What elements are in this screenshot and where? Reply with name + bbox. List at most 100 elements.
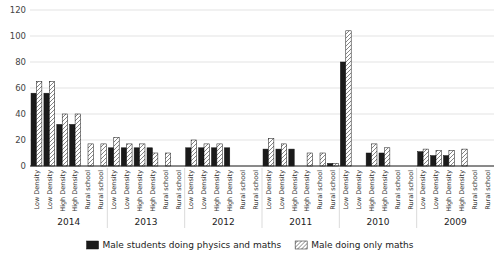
bar xyxy=(44,93,49,166)
x-tick-label: High Density xyxy=(149,170,157,212)
x-tick-label: Rural school xyxy=(316,170,324,210)
bar xyxy=(289,149,294,166)
grid-line xyxy=(30,62,494,63)
group-separator xyxy=(107,168,108,228)
bar xyxy=(152,153,157,166)
legend-swatch xyxy=(295,241,307,249)
bar xyxy=(31,93,36,166)
bar xyxy=(191,140,196,166)
annotation: 2010 xyxy=(367,217,390,227)
bar xyxy=(366,153,371,166)
x-axis-line xyxy=(30,166,494,167)
bar xyxy=(211,148,216,166)
legend-label: Male doing only maths xyxy=(311,240,414,250)
y-tick-label: 100 xyxy=(10,31,26,41)
grid-line xyxy=(30,166,494,167)
annotation: 2011 xyxy=(289,217,312,227)
bar xyxy=(134,148,139,166)
legend-label: Male students doing physics and maths xyxy=(103,240,282,250)
x-tick-label: High Density xyxy=(291,170,299,212)
legend: Male students doing physics and maths Mal… xyxy=(87,240,414,250)
x-tick-label: High Density xyxy=(213,170,221,212)
bar xyxy=(431,156,436,166)
bar xyxy=(340,62,345,166)
bar xyxy=(127,144,132,166)
x-tick-label: Low Density xyxy=(419,170,427,210)
x-tick-label: Rural school xyxy=(484,170,492,210)
bar xyxy=(436,150,441,166)
bar xyxy=(101,144,106,166)
x-tick-label: Low Density xyxy=(200,170,208,210)
group-separator xyxy=(262,168,263,228)
chart: 0 20 40 60 80 100 120 Low Density Low Density Hig… xyxy=(0,0,500,254)
y-tick-label: 0 xyxy=(21,161,26,171)
x-tick-label: Rural school xyxy=(239,170,247,210)
grid xyxy=(30,10,494,166)
bar xyxy=(49,82,54,167)
bar xyxy=(114,137,119,166)
grid-line xyxy=(30,88,494,89)
x-tick-label: Rural school xyxy=(97,170,105,210)
annotation: 2009 xyxy=(444,217,467,227)
bar xyxy=(320,153,325,166)
x-tick-label: Low Density xyxy=(355,170,363,210)
grid-line xyxy=(30,36,494,37)
x-tick-label: High Density xyxy=(381,170,389,212)
bar xyxy=(372,144,377,166)
x-tick-label: Rural school xyxy=(394,170,402,210)
grid-line xyxy=(30,140,494,141)
x-tick-label: Rural school xyxy=(252,170,260,210)
bar xyxy=(121,148,126,166)
group-separator xyxy=(339,168,340,228)
bar xyxy=(268,139,273,166)
x-tick-label: Low Density xyxy=(432,170,440,210)
bar xyxy=(217,144,222,166)
x-tick-label: Rural school xyxy=(84,170,92,210)
bar xyxy=(379,153,384,166)
bar xyxy=(140,144,145,166)
x-tick-label: Low Density xyxy=(123,170,131,210)
bar xyxy=(384,148,389,166)
y-tick-label: 80 xyxy=(15,57,26,67)
group-separator xyxy=(416,168,417,228)
annotation: 2014 xyxy=(57,217,80,227)
x-tick-label: High Density xyxy=(71,170,79,212)
y-tick-label: 60 xyxy=(15,83,26,93)
bar xyxy=(423,149,428,166)
grid-line xyxy=(30,114,494,115)
bar xyxy=(346,31,351,166)
bar xyxy=(418,152,423,166)
bar xyxy=(263,149,268,166)
y-tick-label: 40 xyxy=(15,109,26,119)
bar xyxy=(88,144,93,166)
bar xyxy=(147,148,152,166)
bar xyxy=(108,148,113,166)
x-tick-label: High Density xyxy=(368,170,376,212)
bar xyxy=(281,144,286,166)
group-separator xyxy=(184,168,185,228)
bar xyxy=(443,156,448,166)
x-tick-label: High Density xyxy=(226,170,234,212)
bar xyxy=(165,153,170,166)
x-tick-label: Low Density xyxy=(187,170,195,210)
annotation: 2012 xyxy=(212,217,235,227)
bar xyxy=(62,114,67,166)
y-tick-label: 20 xyxy=(15,135,26,145)
bar xyxy=(204,144,209,166)
x-tick-label: High Density xyxy=(445,170,453,212)
annotation: 2013 xyxy=(135,217,158,227)
bar xyxy=(70,124,75,166)
legend-swatch xyxy=(87,241,99,249)
y-tick-label: 120 xyxy=(10,5,26,15)
x-tick-label: Low Density xyxy=(46,170,54,210)
x-tick-label: Rural school xyxy=(175,170,183,210)
bar xyxy=(224,148,229,166)
x-tick-label: Rural school xyxy=(162,170,170,210)
bar xyxy=(449,150,454,166)
bar xyxy=(36,82,41,167)
x-tick-label: Low Density xyxy=(110,170,118,210)
x-tick-label: Low Density xyxy=(278,170,286,210)
x-tick-label: Rural school xyxy=(407,170,415,210)
x-tick-label: High Density xyxy=(59,170,67,212)
bar xyxy=(307,153,312,166)
